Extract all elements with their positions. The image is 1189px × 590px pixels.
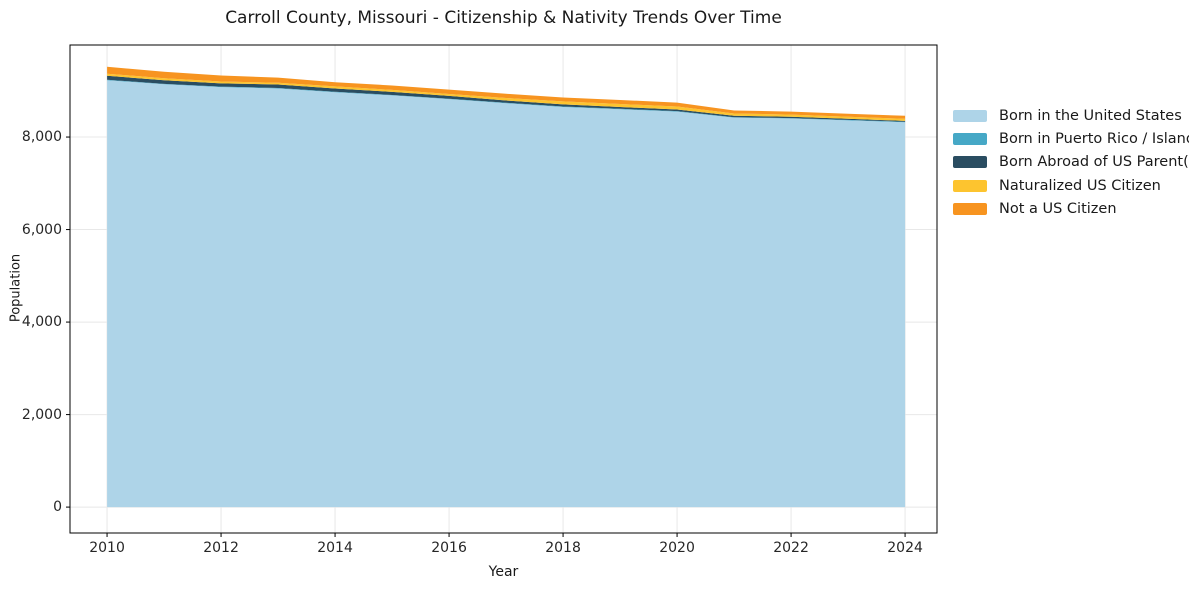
area-series-born-abroad-of-us-parent-s- [107,75,906,122]
x-tick-label: 2024 [887,540,923,556]
x-tick-label: 2020 [659,540,695,556]
legend-label: Born in the United States [999,107,1182,124]
legend-swatch [953,132,987,145]
legend-label: Naturalized US Citizen [999,177,1161,194]
x-tick-label: 2016 [431,540,467,556]
area-series-not-a-us-citizen [107,66,906,119]
x-tick-label: 2022 [773,540,809,556]
legend-item: Naturalized US Citizen [953,174,1189,197]
x-tick-label: 2014 [317,540,353,556]
legend-label: Born Abroad of US Parent(s) [999,154,1189,171]
legend-swatch [953,202,987,215]
x-tick-label: 2018 [545,540,581,556]
legend-item: Born in the United States [953,104,1189,127]
legend-label: Born in Puerto Rico / Islands [999,130,1189,147]
y-tick-label: 4,000 [21,314,62,331]
legend-swatch [953,179,987,192]
x-axis-label: Year [488,564,519,580]
legend: Born in the United States Born in Puerto … [953,104,1189,220]
x-tick-label: 2010 [89,540,125,556]
legend-item: Born in Puerto Rico / Islands [953,127,1189,150]
y-tick-label: 8,000 [21,129,62,146]
area-series-born-in-the-united-states [107,80,906,508]
legend-swatch [953,109,987,122]
chart-title: Carroll County, Missouri - Citizenship &… [225,8,782,28]
plot-spines [69,44,938,534]
y-tick-label: 6,000 [21,221,62,238]
area-series-born-in-puerto-rico-islands [107,79,906,123]
y-tick-label: 2,000 [21,406,62,423]
legend-label: Not a US Citizen [999,200,1117,217]
legend-swatch [953,156,987,169]
legend-item: Not a US Citizen [953,197,1189,220]
y-tick-label: 0 [53,499,62,516]
area-series-naturalized-us-citizen [107,73,906,121]
legend-item: Born Abroad of US Parent(s) [953,151,1189,174]
x-tick-label: 2012 [203,540,239,556]
